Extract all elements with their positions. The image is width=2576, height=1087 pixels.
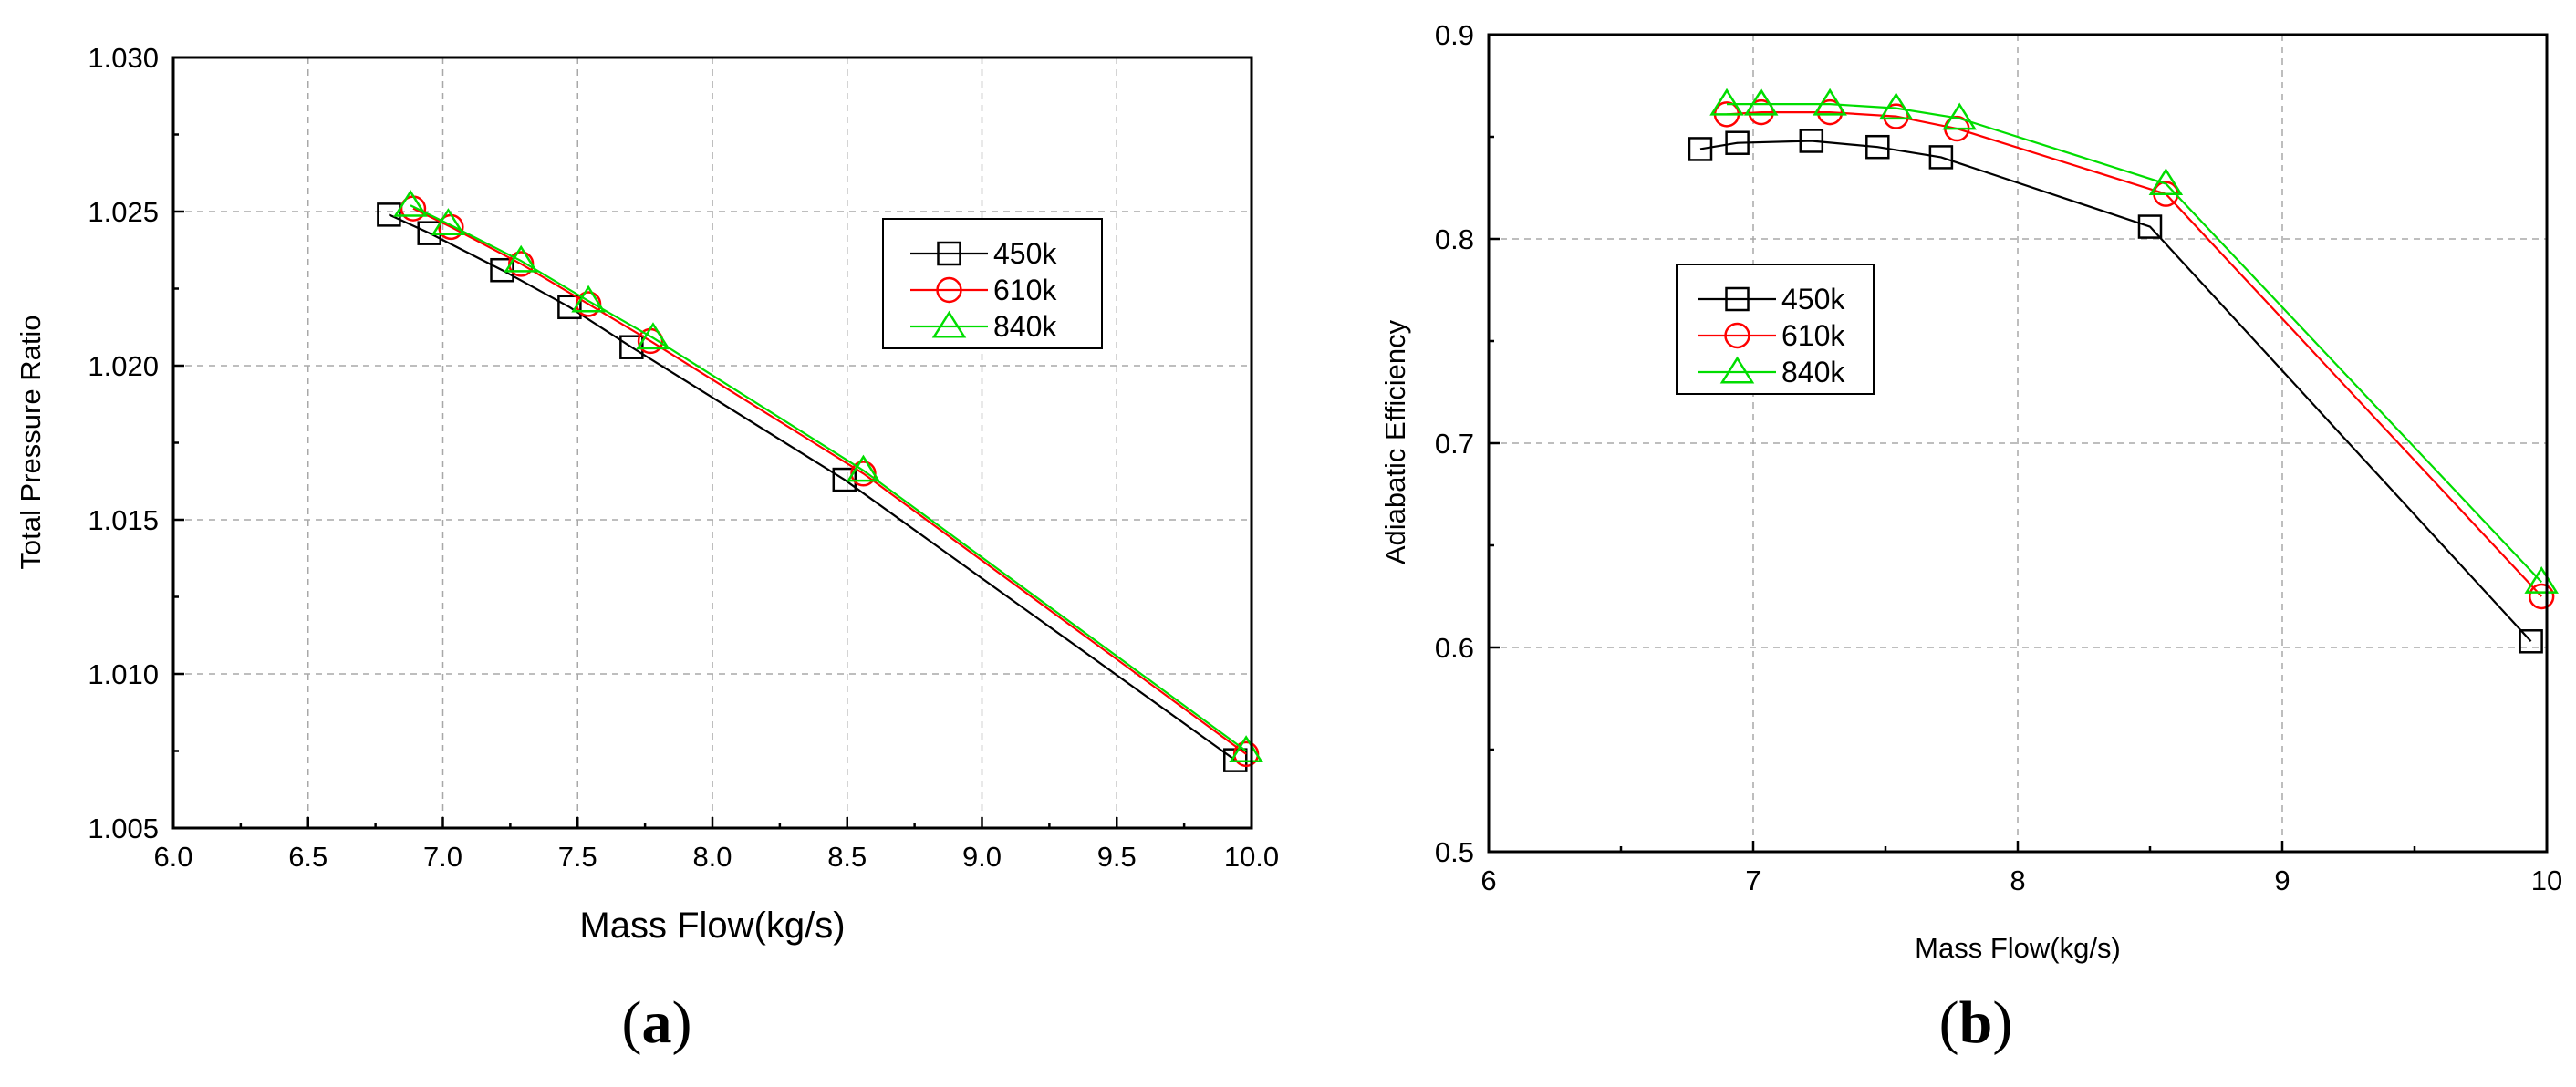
- chart-a-point-840k-3: [504, 244, 538, 273]
- chart-a-ytick-label: 1.010: [88, 658, 159, 690]
- chart-b-point-840k-7: [2524, 565, 2559, 594]
- chart-a-xtick-label: 7.0: [423, 841, 462, 873]
- chart-b-series: [1688, 88, 2559, 654]
- chart-a-ytick-label: 1.025: [88, 196, 159, 228]
- chart-b-xlabel: Mass Flow(kg/s): [1915, 932, 2121, 964]
- chart-b-ytick-label: 0.8: [1435, 223, 1474, 255]
- chart-b-point-450k-1: [1688, 137, 1713, 161]
- chart-a-xlabel: Mass Flow(kg/s): [579, 906, 845, 946]
- chart-b-ytick-label: 0.6: [1435, 632, 1474, 664]
- chart-b-grid: [1489, 35, 2547, 852]
- chart-b-xtick-label: 8: [2010, 864, 2025, 896]
- chart-b-point-450k-7: [2519, 629, 2543, 654]
- chart-a-xtick-label: 9.0: [962, 841, 1002, 873]
- chart-b-point-610k-3: [1816, 98, 1844, 126]
- chart-b-ticks: 6 7 8 9 10 0.5 0.6 0.7 0.8 0.9: [1435, 19, 2562, 896]
- panel-label-a: (a): [622, 989, 692, 1056]
- chart-a-point-840k-1: [393, 189, 428, 217]
- chart-b-series-840k-line: [1727, 103, 2543, 584]
- chart-a-point-450k-4: [557, 295, 582, 320]
- chart-b-point-610k-2: [1748, 98, 1774, 126]
- chart-a-series-610k-line: [412, 207, 1247, 755]
- chart-a-xtick-label: 8.5: [827, 841, 867, 873]
- chart-a-ytick-label: 1.015: [88, 504, 159, 536]
- chart-b-legend-marker-610k: [1724, 322, 1750, 349]
- chart-b-legend-label-450k: 450k: [1781, 283, 1845, 316]
- chart-a-legend: 450k 610k 840k: [882, 218, 1103, 349]
- chart-a-ytick-label: 1.005: [88, 813, 159, 844]
- chart-a-legend-marker-450k: [937, 241, 961, 266]
- chart-a-point-840k-4: [571, 285, 606, 313]
- chart-a-legend-label-840k: 840k: [993, 310, 1057, 343]
- chart-a-ytick-label: 1.030: [88, 42, 159, 74]
- chart-a-legend-marker-610k: [936, 276, 962, 304]
- chart-a-xtick-label: 6.5: [288, 841, 327, 873]
- chart-a-ytick-label: 1.020: [88, 350, 159, 382]
- chart-a-legend-box: [882, 218, 1103, 349]
- chart-b-xtick-label: 10: [2531, 864, 2562, 896]
- chart-a-point-840k-5: [636, 322, 670, 350]
- chart-b-series-450k-line: [1699, 140, 2532, 643]
- chart-b-ytick-label: 0.5: [1435, 836, 1474, 868]
- chart-b-ylabel: Adiabatic Efficiency: [1379, 319, 1411, 564]
- chart-a-series: [377, 189, 1263, 772]
- chart-a-legend-label-450k: 450k: [993, 237, 1057, 270]
- chart-a-legend-marker-840k: [931, 310, 967, 338]
- chart-b-legend-marker-450k: [1725, 286, 1750, 312]
- chart-a-series-450k-line: [388, 213, 1236, 761]
- chart-b-point-450k-4: [1865, 134, 1890, 160]
- chart-a-xtick-label: 6.0: [153, 841, 192, 873]
- chart-b-point-450k-5: [1928, 145, 1954, 170]
- chart-b-xtick-label: 9: [2274, 864, 2290, 896]
- chart-a-grid: [173, 57, 1252, 828]
- chart-b-point-840k-2: [1743, 88, 1779, 116]
- chart-b-point-840k-5: [1942, 102, 1977, 130]
- chart-a-ylabel: Total Pressure Ratio: [15, 315, 47, 569]
- chart-b-point-610k-7: [2528, 583, 2555, 610]
- chart-b-point-840k-6: [2148, 168, 2184, 196]
- panel-letter-b: b: [1959, 989, 1993, 1056]
- panel-letter-a: a: [642, 989, 672, 1056]
- chart-a-xtick-label: 10.0: [1224, 841, 1279, 873]
- chart-b-xtick-label: 7: [1745, 864, 1761, 896]
- chart-b-point-450k-2: [1725, 130, 1750, 155]
- chart-b-point-450k-6: [2137, 214, 2163, 239]
- chart-b: 6 7 8 9 10 0.5 0.6 0.7 0.8 0.9 Mass Flow(kg/s) Ad…: [1379, 19, 2562, 1056]
- chart-a-legend-label-610k: 610k: [993, 274, 1057, 306]
- chart-a-xtick-label: 7.5: [558, 841, 597, 873]
- chart-a-point-840k-7: [1229, 735, 1263, 762]
- chart-b-point-450k-3: [1799, 129, 1824, 153]
- chart-a-series-840k-line: [410, 204, 1247, 752]
- chart-a-ticks: 6.0 6.5 7.0 7.5 8.0 8.5 9.0 9.5 10.0 1.005 1.010 1.…: [88, 42, 1279, 873]
- chart-b-ytick-label: 0.7: [1435, 428, 1474, 460]
- panel-label-b: (b): [1939, 989, 2013, 1056]
- chart-b-xtick-label: 6: [1480, 864, 1496, 896]
- chart-b-ytick-label: 0.9: [1435, 19, 1474, 51]
- chart-b-point-610k-4: [1883, 103, 1909, 129]
- chart-b-legend-label-840k: 840k: [1781, 356, 1845, 388]
- chart-a-point-840k-2: [431, 208, 466, 236]
- chart-b-point-840k-4: [1878, 92, 1914, 120]
- chart-b-legend-label-610k: 610k: [1781, 319, 1845, 352]
- chart-b-legend-marker-840k: [1719, 356, 1755, 384]
- chart-a-xtick-label: 9.5: [1097, 841, 1137, 873]
- chart-a: 6.0 6.5 7.0 7.5 8.0 8.5 9.0 9.5 10.0 1.005 1.010 1.…: [15, 42, 1279, 1056]
- chart-b-point-840k-1: [1709, 88, 1744, 116]
- chart-a-point-840k-6: [846, 454, 881, 482]
- chart-b-point-840k-3: [1813, 88, 1847, 116]
- chart-a-xtick-label: 8.0: [692, 841, 732, 873]
